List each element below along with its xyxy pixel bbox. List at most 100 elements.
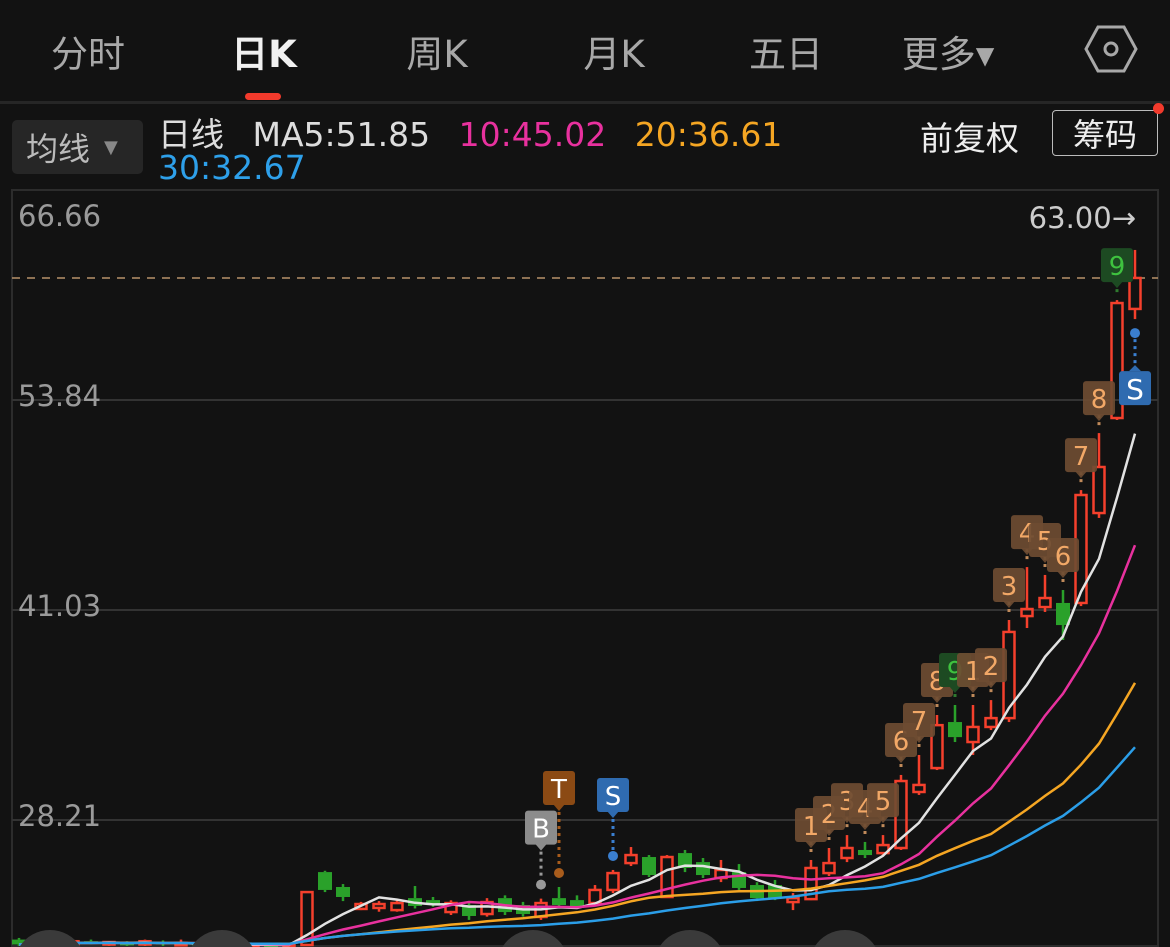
- tab-intraday[interactable]: 分时: [51, 33, 125, 76]
- candle: [462, 901, 476, 920]
- candle: [318, 870, 332, 893]
- candle-body: [624, 853, 638, 865]
- candle: [1038, 574, 1052, 612]
- signal-pointer: [805, 840, 817, 848]
- signal-box: [543, 770, 575, 805]
- candle-body: [1020, 607, 1034, 618]
- candle-body: [822, 861, 836, 875]
- signal-pointer: [877, 816, 889, 824]
- candle: [12, 937, 26, 946]
- candle-body: [336, 886, 350, 897]
- ma30-line: [18, 746, 1136, 946]
- candle: [660, 855, 674, 899]
- candle-body: [462, 905, 476, 916]
- signal-tag: 7: [903, 702, 935, 749]
- signal-tag: B: [525, 810, 557, 890]
- signal-box: [903, 702, 935, 737]
- ma-legend: 日线 MA5:51.85 10:45.02 20:36.61: [158, 108, 800, 156]
- signal-box: [867, 783, 899, 818]
- candle-body: [930, 723, 944, 770]
- signal-dot: [608, 850, 618, 861]
- candle-body: [372, 902, 386, 910]
- hexagon-settings-icon[interactable]: [1084, 24, 1138, 74]
- signal-tag: 3: [993, 567, 1025, 614]
- signal-pointer: [1057, 571, 1069, 579]
- chips-button[interactable]: 筹码: [1052, 110, 1158, 156]
- signal-pointer: [1003, 600, 1015, 608]
- ma10-value: 10:45.02: [458, 115, 607, 154]
- signal-label: T: [550, 775, 567, 805]
- tab-weekly-k[interactable]: 周K: [406, 33, 468, 76]
- tab-five-day[interactable]: 五日: [749, 33, 823, 76]
- candle: [1128, 249, 1142, 320]
- signal-pointer: [1129, 365, 1141, 372]
- overlay-bubble-icon: [19, 929, 81, 947]
- signal-box: [1083, 381, 1115, 416]
- candle-body: [1038, 596, 1052, 609]
- candle-body: [12, 939, 26, 945]
- candle: [804, 859, 818, 901]
- candle-body: [1092, 465, 1106, 515]
- y-tick-label: 66.66: [18, 199, 101, 233]
- signal-tag: S: [1119, 328, 1151, 406]
- candle-body: [984, 716, 998, 729]
- candle: [840, 835, 854, 863]
- y-tick-label: 41.03: [18, 589, 101, 623]
- signal-pointer: [535, 843, 547, 851]
- candle: [642, 855, 656, 878]
- ma5-line: [18, 433, 1137, 947]
- signal-label: 7: [911, 707, 928, 737]
- signal-tag: 6: [1047, 538, 1079, 585]
- candle: [984, 700, 998, 731]
- candle: [354, 901, 368, 911]
- overlay-bubble-icon: [191, 929, 253, 947]
- ma30-value: 30:32.67: [158, 148, 306, 187]
- candle-body: [570, 900, 584, 906]
- signal-tag: T: [543, 770, 575, 878]
- signal-tag: S: [597, 777, 629, 861]
- signal-pointer: [1111, 281, 1123, 289]
- candle-body: [1110, 301, 1124, 420]
- signal-label: 5: [875, 787, 892, 817]
- signal-label: 6: [1055, 542, 1072, 572]
- candle: [678, 849, 692, 873]
- signal-pointer: [949, 686, 961, 694]
- candle: [912, 754, 926, 795]
- candle-body: [858, 849, 872, 856]
- signal-label: 3: [1001, 572, 1018, 602]
- indicator-select[interactable]: 均线 ▼: [12, 120, 143, 174]
- tab-more[interactable]: 更多▾: [901, 33, 995, 76]
- overlay-bubble-icon: [659, 929, 721, 947]
- candle-body: [552, 898, 566, 906]
- signal-tag: 8: [1083, 381, 1115, 428]
- candle: [606, 869, 620, 894]
- candle-body: [912, 783, 926, 794]
- signal-label: S: [605, 782, 622, 812]
- active-tab-indicator: [245, 93, 281, 100]
- signal-tag: 2: [975, 648, 1007, 695]
- candle-body: [354, 902, 368, 911]
- signal-tag: 5: [867, 783, 899, 830]
- tab-monthly-k[interactable]: 月K: [583, 33, 645, 76]
- candle-body: [840, 846, 854, 860]
- candle: [444, 900, 458, 916]
- candle-body: [678, 853, 692, 868]
- signal-dot: [554, 867, 564, 878]
- candle: [858, 841, 872, 859]
- signal-pointer: [607, 810, 619, 818]
- signal-box: [1047, 538, 1079, 573]
- ma20-value: 20:36.61: [634, 115, 783, 154]
- indicator-select-label: 均线: [26, 130, 91, 168]
- signal-pointer: [1075, 471, 1087, 479]
- signal-pointer: [553, 803, 565, 811]
- price-adjust-toggle[interactable]: 前复权: [920, 119, 1019, 158]
- candle: [1092, 433, 1106, 518]
- candle-body: [300, 890, 314, 947]
- tab-daily-k[interactable]: 日K: [231, 33, 297, 76]
- signal-box: [975, 648, 1007, 683]
- candle-body: [948, 722, 962, 738]
- period-label: 日线: [158, 115, 224, 154]
- candle: [552, 886, 566, 907]
- candle-body: [696, 862, 710, 876]
